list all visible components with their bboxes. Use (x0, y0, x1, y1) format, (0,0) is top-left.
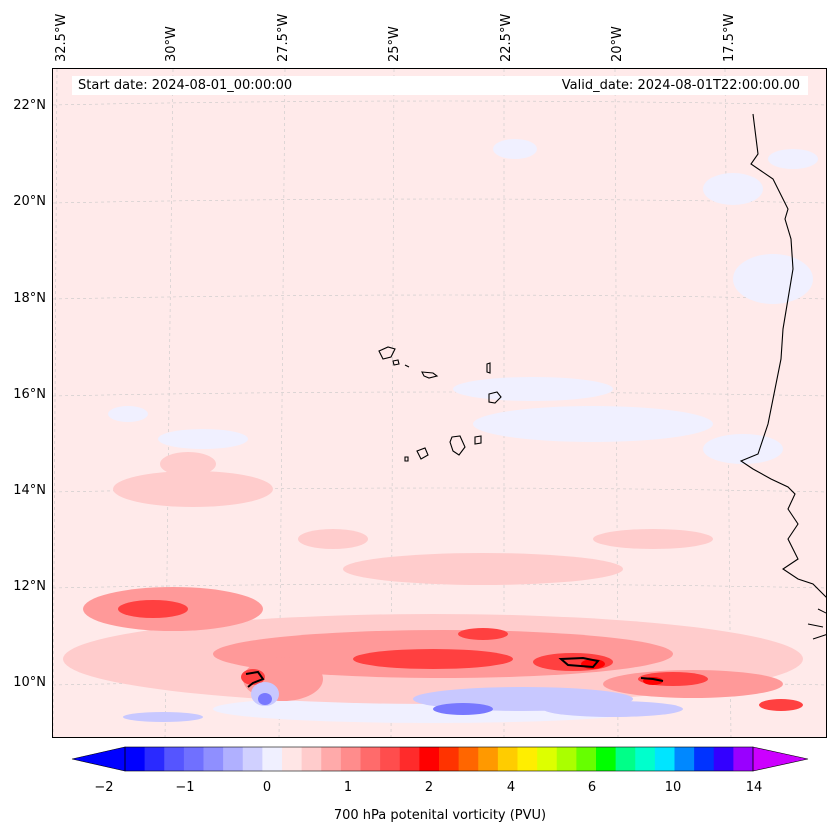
colorbar-segment (321, 747, 342, 771)
colorbar (71, 746, 809, 772)
colorbar-segment (674, 747, 695, 771)
colorbar-outline (124, 746, 754, 772)
lon-label-22-5w: 22.5°W (499, 13, 514, 62)
africa-coastline (739, 113, 826, 598)
colorbar-extend-low (71, 746, 126, 772)
pv-positive-strong-cores (118, 600, 803, 711)
colorbar-segment (360, 747, 381, 771)
colorbar-segment (301, 747, 322, 771)
colorbar-segment (125, 747, 146, 771)
colorbar-segment (576, 747, 597, 771)
colorbar-segment (497, 747, 519, 771)
colorbar-segment (596, 747, 617, 771)
colorbar-segment (419, 747, 440, 771)
colorbar-segment (478, 747, 499, 771)
lon-label-30w: 30°W (164, 26, 179, 62)
colorbar-segment (203, 747, 224, 771)
colorbar-segment (733, 747, 754, 771)
colorbar-segment (713, 747, 734, 771)
pv-high-contours (245, 656, 664, 688)
colorbar-tick-0: 0 (262, 780, 272, 795)
colorbar-segment (282, 747, 303, 771)
colorbar-segment (517, 747, 538, 771)
colorbar-segments (125, 747, 754, 771)
colorbar-segment (439, 747, 460, 771)
colorbar-segment (458, 747, 479, 771)
lat-label-14n: 14°N (13, 483, 46, 498)
colorbar-tick-14: 14 (745, 780, 763, 795)
colorbar-segment (399, 747, 420, 771)
valid-date-text: Valid_date: 2024-08-01T22:00:00.00 (561, 78, 800, 93)
map-panel[interactable] (52, 68, 827, 738)
colorbar-label: 700 hPa potenital vorticity (PVU) (333, 808, 547, 823)
pv-field-map (53, 69, 826, 737)
colorbar-tick-2: 2 (424, 780, 434, 795)
lon-label-27-5w: 27.5°W (276, 13, 291, 62)
lat-label-12n: 12°N (13, 579, 46, 594)
pv-negative-core (258, 693, 493, 715)
colorbar-tick-neg1: −1 (175, 780, 195, 795)
cape-verde-islands (378, 346, 502, 462)
colorbar-segment (183, 747, 205, 771)
colorbar-tick-6: 6 (587, 780, 597, 795)
lon-label-17-5w: 17.5°W (722, 13, 737, 62)
lat-label-16n: 16°N (13, 387, 46, 402)
lat-label-18n: 18°N (13, 291, 46, 306)
colorbar-tick-10: 10 (664, 780, 682, 795)
lon-label-20w: 20°W (610, 26, 625, 62)
colorbar-segment (556, 747, 577, 771)
colorbar-segment (340, 747, 362, 771)
colorbar-segment (164, 747, 185, 771)
colorbar-tick-1: 1 (343, 780, 353, 795)
coast-islands-bissau (807, 608, 826, 640)
colorbar-segment (635, 747, 656, 771)
colorbar-segment (144, 747, 165, 771)
lat-label-22n: 22°N (13, 98, 46, 113)
lon-label-25w: 25°W (387, 26, 402, 62)
colorbar-segment (615, 747, 636, 771)
lat-label-20n: 20°N (13, 194, 46, 209)
colorbar-segment (694, 747, 715, 771)
colorbar-extend-high (752, 746, 809, 772)
colorbar-segment (262, 747, 283, 771)
colorbar-segment (223, 747, 244, 771)
date-info-bar: Start date: 2024-08-01_00:00:00 Valid_da… (72, 76, 808, 95)
colorbar-segment (537, 747, 558, 771)
colorbar-segment (380, 747, 401, 771)
colorbar-segment (242, 747, 263, 771)
colorbar-segment (654, 747, 676, 771)
lat-label-10n: 10°N (13, 675, 46, 690)
start-date-text: Start date: 2024-08-01_00:00:00 (78, 78, 293, 93)
colorbar-tick-neg2: −2 (94, 780, 114, 795)
colorbar-tick-4: 4 (506, 780, 516, 795)
lon-label-32-5w: 32.5°W (54, 13, 69, 62)
